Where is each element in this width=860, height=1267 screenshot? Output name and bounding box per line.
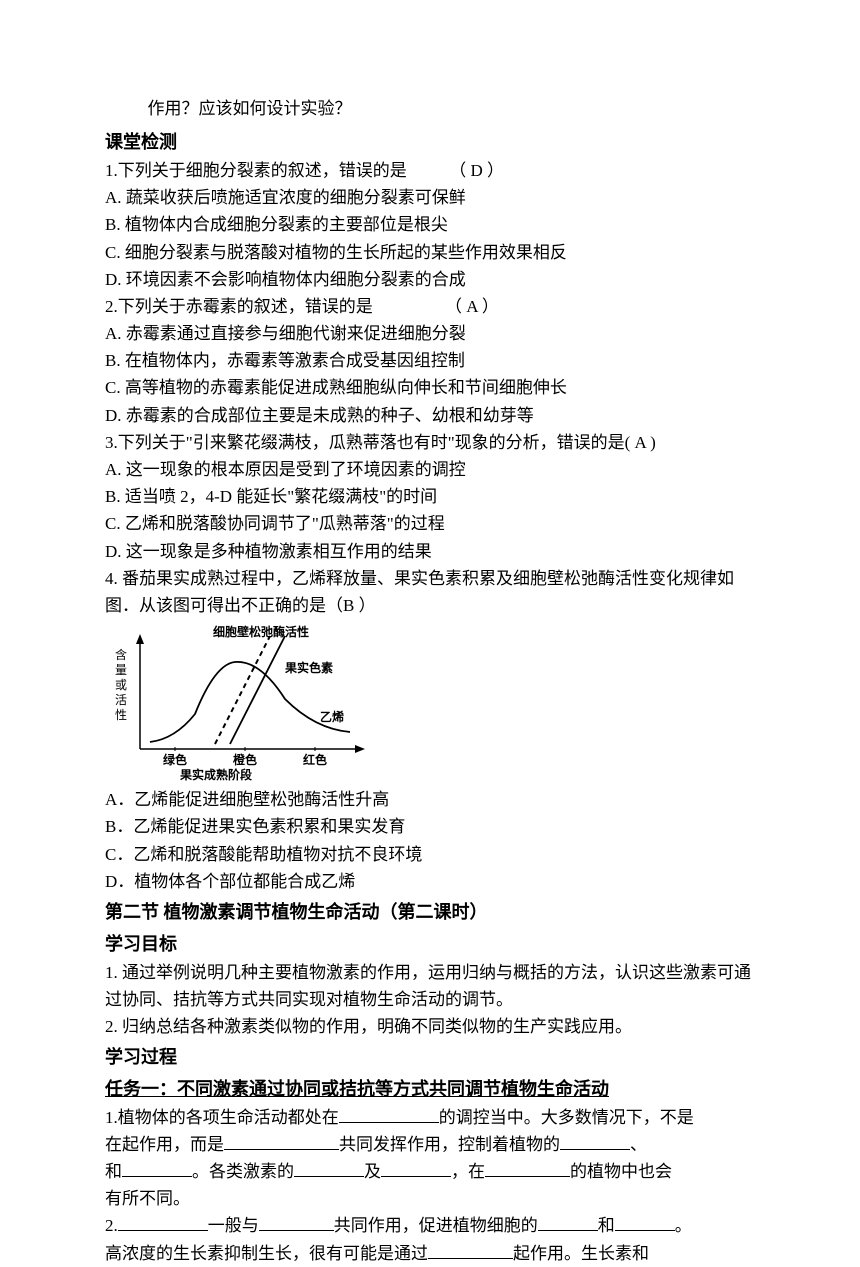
t1p3a: 和 (105, 1162, 122, 1181)
svg-text:性: 性 (115, 708, 127, 722)
q2-d: D. 赤霉素的合成部位主要是未成熟的种子、幼根和幼芽等 (105, 402, 755, 429)
t1p6a: 高浓度的生长素抑制生长，很有可能是通过 (105, 1244, 428, 1263)
svg-text:乙烯: 乙烯 (320, 709, 344, 724)
blank (538, 1214, 598, 1232)
blank (381, 1159, 451, 1177)
q2-stem-text: 2.下列关于赤霉素的叙述，错误的是 (105, 297, 373, 316)
svg-text:活: 活 (115, 693, 127, 707)
t1p5b: 一般与 (208, 1216, 259, 1235)
q1-stem: 1.下列关于细胞分裂素的叙述，错误的是 （ D ） (105, 157, 755, 184)
q1-a: A. 蔬菜收获后喷施适宜浓度的细胞分裂素可保鲜 (105, 184, 755, 211)
svg-text:绿色: 绿色 (163, 752, 187, 767)
task1-line5: 2. 一般与 共同作用，促进植物细胞的 和 。 (105, 1212, 755, 1239)
q3-c: C. 乙烯和脱落酸协同调节了"瓜熟蒂落"的过程 (105, 510, 755, 537)
q4-b: B．乙烯能促进果实色素积累和果实发育 (105, 813, 755, 840)
blank (560, 1132, 630, 1150)
q3-d: D. 这一现象是多种植物激素相互作用的结果 (105, 538, 755, 565)
svg-text:量: 量 (115, 663, 127, 677)
svg-text:或: 或 (115, 678, 127, 692)
q2-answer: （ A ） (445, 297, 499, 316)
svg-text:细胞壁松弛酶活性: 细胞壁松弛酶活性 (213, 624, 309, 639)
task1-line3: 和 。各类激素的 及 ，在 的植物中也会 (105, 1158, 755, 1185)
t1p2a: 在起作用，而是 (105, 1135, 224, 1154)
t1p5e: 。 (675, 1216, 692, 1235)
goal1: 1. 通过举例说明几种主要植物激素的作用，运用归纳与概括的方法，认识这些激素可通… (105, 959, 755, 1013)
blank (118, 1214, 208, 1232)
task1-line2: 在起作用，而是 共同发挥作用，控制着植物的 、 (105, 1131, 755, 1158)
blank (122, 1159, 192, 1177)
q2-a: A. 赤霉素通过直接参与细胞代谢来促进细胞分裂 (105, 320, 755, 347)
t1p2c: 、 (630, 1135, 647, 1154)
q2-b: B. 在植物体内，赤霉素等激素合成受基因组控制 (105, 347, 755, 374)
t1p2b: 共同发挥作用，控制着植物的 (339, 1135, 560, 1154)
q3-stem: 3.下列关于"引来繁花缀满枝，瓜熟蒂落也有时"现象的分析，错误的是( A ) (105, 429, 755, 456)
q4-a: A．乙烯能促进细胞壁松弛酶活性升高 (105, 786, 755, 813)
task1-line6: 高浓度的生长素抑制生长，很有可能是通过 起作用。生长素和 (105, 1240, 755, 1267)
blank (485, 1159, 570, 1177)
t1p3d: ，在 (451, 1162, 485, 1181)
t1p5a: 2. (105, 1216, 118, 1235)
goal-title: 学习目标 (105, 930, 755, 959)
q2-stem: 2.下列关于赤霉素的叙述，错误的是 （ A ） (105, 293, 755, 320)
q1-b: B. 植物体内合成细胞分裂素的主要部位是根尖 (105, 211, 755, 238)
chart: 含 量 或 活 性 细胞壁松弛酶活性 果实色素 乙烯 绿色 橙色 红色 果实成熟… (105, 624, 385, 784)
blank (615, 1214, 675, 1232)
q1-answer: （ D ） (449, 161, 504, 180)
q3-b: B. 适当喷 2，4-D 能延长"繁花缀满枝"的时间 (105, 483, 755, 510)
svg-text:橙色: 橙色 (233, 752, 257, 767)
svg-text:果实成熟阶段: 果实成熟阶段 (179, 767, 253, 782)
top-line: 作用？应该如何设计实验？ (105, 95, 755, 122)
q4-c: C．乙烯和脱落酸能帮助植物对抗不良环境 (105, 841, 755, 868)
blank (428, 1241, 513, 1259)
t1p5c: 共同作用，促进植物细胞的 (334, 1216, 538, 1235)
blank (259, 1214, 334, 1232)
blank (294, 1159, 364, 1177)
q1-c: C. 细胞分裂素与脱落酸对植物的生长所起的某些作用效果相反 (105, 239, 755, 266)
svg-text:果实色素: 果实色素 (284, 660, 333, 675)
q1-d: D. 环境因素不会影响植物体内细胞分裂素的合成 (105, 266, 755, 293)
t1p3e: 的植物中也会 (570, 1162, 672, 1181)
t1p1b: 的调控当中。大多数情况下，不是 (439, 1108, 694, 1127)
t1p3b: 。各类激素的 (192, 1162, 294, 1181)
svg-text:红色: 红色 (303, 752, 327, 767)
q3-a: A. 这一现象的根本原因是受到了环境因素的调控 (105, 456, 755, 483)
svg-text:含: 含 (115, 647, 127, 662)
section2-title: 第二节 植物激素调节植物生命活动（第二课时） (105, 898, 755, 927)
q4-stem: 4. 番茄果实成熟过程中，乙烯释放量、果实色素积累及细胞壁松弛酶活性变化规律如图… (105, 565, 755, 619)
process-title: 学习过程 (105, 1043, 755, 1072)
t1p1a: 1.植物体的各项生命活动都处在 (105, 1108, 339, 1127)
q4-d: D．植物体各个部位都能合成乙烯 (105, 868, 755, 895)
q1-stem-text: 1.下列关于细胞分裂素的叙述，错误的是 (105, 161, 407, 180)
q2-c: C. 高等植物的赤霉素能促进成熟细胞纵向伸长和节间细胞伸长 (105, 374, 755, 401)
section-title: 课堂检测 (105, 128, 755, 157)
task1-line4: 有所不同。 (105, 1185, 755, 1212)
blank (224, 1132, 339, 1150)
goal2: 2. 归纳总结各种激素类似物的作用，明确不同类似物的生产实践应用。 (105, 1013, 755, 1040)
t1p5d: 和 (598, 1216, 615, 1235)
t1p3c: 及 (364, 1162, 381, 1181)
blank (339, 1105, 439, 1123)
t1p6b: 起作用。生长素和 (513, 1244, 649, 1263)
task1-title: 任务一：不同激素通过协同或拮抗等方式共同调节植物生命活动 (105, 1075, 755, 1104)
task1-line1: 1.植物体的各项生命活动都处在 的调控当中。大多数情况下，不是 (105, 1104, 755, 1131)
